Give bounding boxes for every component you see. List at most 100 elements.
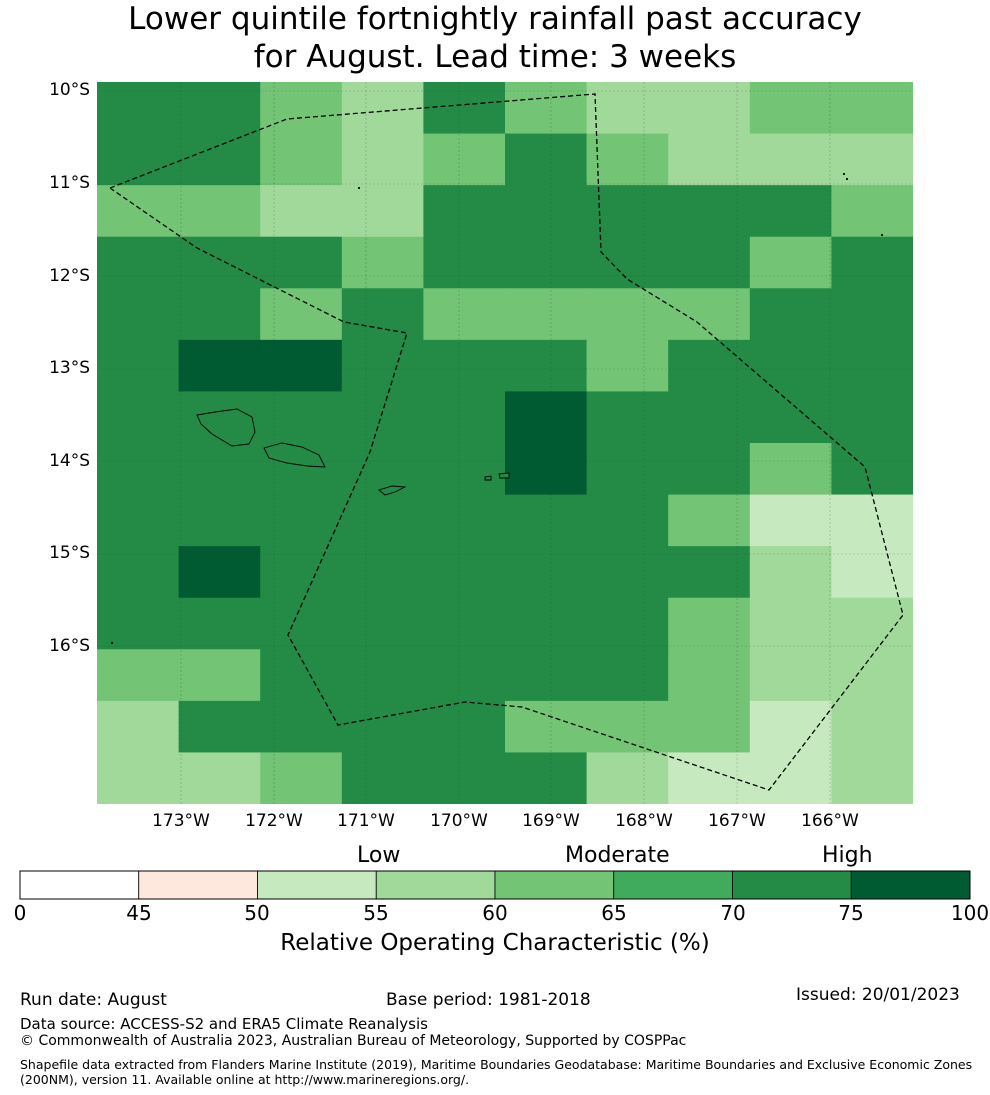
grid-cell (341, 391, 424, 444)
grid-cell (97, 494, 180, 547)
tutuila-island (378, 485, 407, 496)
lon-label: 170°W (430, 811, 488, 831)
grid-cell (97, 752, 180, 804)
grid-cell (341, 185, 424, 238)
grid-cell (668, 443, 751, 496)
grid-cell (505, 391, 588, 444)
grid-cell (260, 649, 343, 702)
grid-cell (341, 339, 424, 393)
grid-cell (97, 649, 180, 702)
colorbar-tick: 55 (363, 901, 389, 925)
lat-label: 16°S (49, 636, 90, 656)
grid-cell (586, 391, 669, 444)
legend-category-high: High (822, 843, 873, 868)
grid-cell (831, 82, 913, 135)
colorbar (19, 870, 971, 900)
grid-cell (668, 597, 751, 650)
grid-cell (260, 185, 343, 238)
grid-cell (341, 443, 424, 496)
grid-cell (668, 546, 751, 599)
grid-cell (260, 288, 343, 341)
grid-cell (505, 649, 588, 702)
grid-cell (505, 185, 588, 238)
lon-label: 168°W (615, 811, 673, 831)
grid-cell (423, 546, 506, 599)
manua-island (498, 472, 510, 479)
grid-cell (586, 443, 669, 496)
colorbar-segments (19, 870, 971, 900)
shapefile-credit-line1: Shapefile data extracted from Flanders M… (20, 1057, 973, 1072)
lat-label: 15°S (49, 543, 90, 563)
grid-cell (505, 133, 588, 186)
grid-cell (831, 339, 913, 393)
lat-label: 10°S (49, 80, 90, 100)
grid-cell (97, 82, 180, 135)
grid-cells (97, 82, 913, 804)
grid-cell (178, 339, 261, 393)
samoa-islands (196, 408, 510, 496)
grid-cell (423, 443, 506, 496)
grid-cell (749, 752, 832, 804)
grid-cell (423, 700, 506, 754)
grid-cell (668, 752, 751, 804)
swains-island (357, 186, 361, 190)
grid-cell (749, 185, 832, 238)
grid-cell (831, 288, 913, 341)
grid-cell (97, 700, 180, 754)
grid-cell (505, 494, 588, 547)
grid-cell (260, 236, 343, 289)
map-title-line1: Lower quintile fortnightly rainfall past… (128, 1, 862, 37)
colorbar-tick: 50 (244, 901, 270, 925)
grid-cell (668, 82, 751, 135)
grid-cell (97, 133, 180, 186)
colorbar-tick: 65 (601, 901, 627, 925)
lon-label: 167°W (708, 811, 766, 831)
grid-cell (749, 82, 832, 135)
manua-island (484, 475, 492, 481)
grid-cell (586, 82, 669, 135)
map-title: Lower quintile fortnightly rainfall past… (0, 0, 990, 76)
grid-cell (749, 339, 832, 393)
grid-cell (341, 700, 424, 754)
grid-cell (586, 546, 669, 599)
grid-cell (178, 700, 261, 754)
upolu-island (263, 442, 326, 468)
grid-cell (668, 236, 751, 289)
lat-label: 12°S (49, 266, 90, 286)
grid-cell (831, 494, 913, 547)
grid-cell (341, 133, 424, 186)
grid-cell (423, 339, 506, 393)
grid-cell (260, 546, 343, 599)
colorbar-tick: 60 (482, 901, 508, 925)
grid-cell (178, 288, 261, 341)
grid-cell (341, 546, 424, 599)
grid-cell (97, 185, 180, 238)
lat-label: 11°S (49, 173, 90, 193)
grid-cell (668, 185, 751, 238)
grid-cell (260, 700, 343, 754)
grid-cell (178, 133, 261, 186)
shapefile-credit-line2: (200NM), version 11. Available online at… (20, 1072, 470, 1087)
grid-cell (423, 185, 506, 238)
grid-cell (423, 133, 506, 186)
grid-cell (260, 133, 343, 186)
grid-cell (97, 597, 180, 650)
grid-cell (505, 82, 588, 135)
grid-cell (178, 546, 261, 599)
lon-label: 172°W (245, 811, 303, 831)
grid-cell (423, 236, 506, 289)
grid-cell (97, 288, 180, 341)
grid-cell (341, 236, 424, 289)
grid-cell (505, 700, 588, 754)
grid-cell (97, 339, 180, 393)
colorbar-segment (613, 870, 733, 900)
lon-label: 173°W (152, 811, 210, 831)
grid-cell (423, 288, 506, 341)
colorbar-segment (375, 870, 496, 900)
colorbar-segment (138, 870, 258, 900)
grid-cell (423, 752, 506, 804)
colorbar-tick: 70 (720, 901, 746, 925)
grid-cell (668, 391, 751, 444)
colorbar-tick: 45 (126, 901, 152, 925)
lon-label: 171°W (337, 811, 395, 831)
